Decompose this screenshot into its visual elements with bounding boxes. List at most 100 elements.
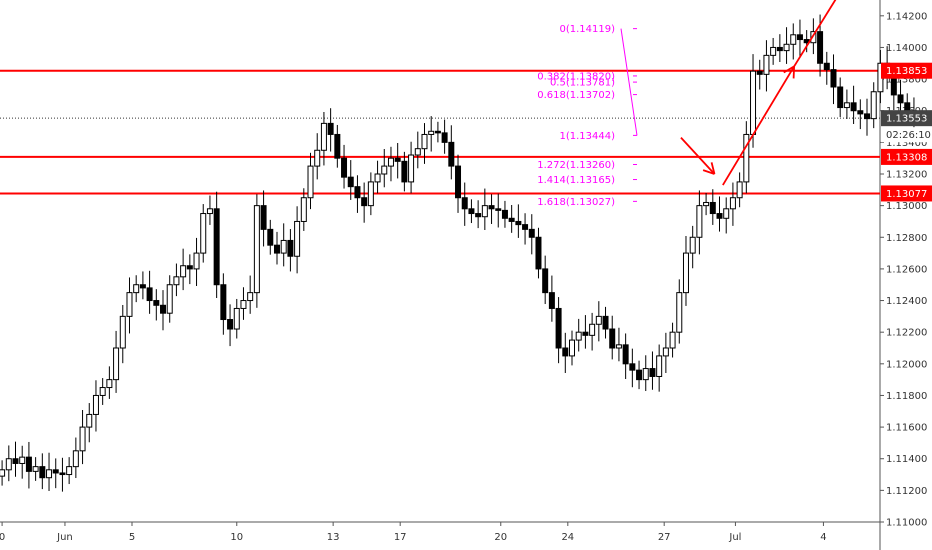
- candle-down: [434, 130, 441, 134]
- x-tick-label: 10: [230, 532, 243, 543]
- candle-up: [676, 292, 683, 333]
- fib-level-label: 1.272(1.13260): [537, 160, 615, 171]
- candle-up: [595, 315, 602, 325]
- candle-up: [870, 91, 877, 120]
- candle-down: [361, 197, 368, 207]
- candle-up: [79, 426, 86, 452]
- candle-down: [562, 347, 569, 357]
- candle-down: [347, 176, 354, 188]
- y-tick-label: 1.11800: [886, 391, 927, 402]
- candle-down: [622, 344, 629, 365]
- y-tick-label: 1.13200: [886, 170, 927, 181]
- current-price-tag: [881, 110, 932, 127]
- candle-down: [146, 287, 153, 302]
- candle-down: [756, 70, 763, 75]
- candle-up: [72, 450, 79, 468]
- candle-down: [542, 268, 549, 294]
- candle-up: [5, 458, 12, 471]
- x-tick-label: 27: [658, 532, 671, 543]
- candle-up: [729, 197, 736, 210]
- candle-up: [682, 252, 689, 294]
- projection-arrow: [680, 137, 716, 175]
- candle-down: [401, 160, 408, 183]
- candle-up: [367, 181, 374, 207]
- candle-down: [716, 213, 723, 219]
- candle-up: [723, 208, 730, 219]
- x-tick-label: 13: [327, 532, 340, 543]
- x-tick-label: 17: [394, 532, 407, 543]
- candle-up: [233, 307, 240, 330]
- candle-down: [636, 369, 643, 381]
- candle-up: [743, 133, 750, 183]
- candle-up: [113, 347, 120, 381]
- y-tick-label: 1.14200: [886, 11, 927, 22]
- y-tick-label: 1.13400: [886, 138, 927, 149]
- countdown-bg: [881, 127, 932, 143]
- candle-down: [354, 186, 361, 199]
- candle-down: [904, 102, 911, 112]
- candle-up: [696, 205, 703, 238]
- candle-down: [501, 209, 508, 219]
- candle-down: [441, 132, 448, 143]
- candle-up: [173, 276, 180, 286]
- candle-down: [461, 197, 468, 210]
- candle-down: [796, 34, 803, 41]
- candle-up: [314, 149, 321, 167]
- current-price-tag-text: 1.13553: [886, 114, 927, 125]
- candle-up: [615, 344, 622, 349]
- candle-down: [475, 213, 482, 218]
- fib-level-label: 1.618(1.13027): [537, 197, 615, 208]
- candle-up: [750, 70, 757, 135]
- candle-up: [180, 265, 187, 278]
- level-price-tag-text: 1.13853: [886, 66, 927, 77]
- candle-down: [629, 363, 636, 371]
- candle-up: [99, 387, 106, 396]
- candle-down: [139, 284, 146, 289]
- arrow-head: [702, 169, 715, 175]
- candle-up: [19, 456, 26, 464]
- candle-up: [387, 157, 394, 167]
- candle-up: [736, 181, 743, 199]
- candle-down: [823, 62, 830, 71]
- fib-level-label: 0(1.14119): [559, 24, 615, 35]
- candle-up: [307, 165, 314, 199]
- candle-up: [414, 148, 421, 156]
- price-axis-panel: [880, 0, 932, 550]
- candle-down: [776, 46, 783, 52]
- y-tick-label: 1.14000: [886, 43, 927, 54]
- fib-level-label: 0.618(1.13702): [537, 90, 615, 101]
- candle-down: [535, 236, 542, 270]
- candle-up: [810, 31, 817, 44]
- candle-up: [0, 469, 6, 477]
- candle-up: [200, 213, 207, 254]
- candle-down: [528, 228, 535, 238]
- candle-up: [240, 300, 247, 309]
- candle-down: [341, 157, 348, 178]
- candle-down: [897, 94, 904, 104]
- candle-down: [857, 110, 864, 115]
- fib-level-label: 0.382(1.13820): [537, 71, 615, 82]
- y-tick-label: 1.12200: [886, 328, 927, 339]
- level-price-tag-text: 1.13077: [886, 189, 927, 200]
- candle-down: [39, 466, 46, 479]
- candle-down: [213, 208, 220, 286]
- y-tick-label: 1.12600: [886, 264, 927, 275]
- candle-up: [642, 368, 649, 381]
- candle-up: [843, 102, 850, 109]
- y-tick-label: 1.12800: [886, 233, 927, 244]
- fib-level-label: 0.5(1.13781): [550, 78, 615, 89]
- x-tick-label: 4: [820, 532, 826, 543]
- candle-up: [247, 292, 254, 302]
- level-price-tag-text: 1.13308: [886, 152, 927, 163]
- arrow-head: [710, 162, 716, 175]
- candle-up: [669, 331, 676, 349]
- candle-down: [830, 69, 837, 88]
- level-price-tag: [881, 148, 932, 165]
- candle-up: [253, 205, 260, 294]
- x-tick-label: 20: [494, 532, 507, 543]
- candle-down: [273, 244, 280, 254]
- candle-down: [817, 31, 824, 64]
- candle-down: [582, 331, 589, 336]
- candle-down: [548, 292, 555, 309]
